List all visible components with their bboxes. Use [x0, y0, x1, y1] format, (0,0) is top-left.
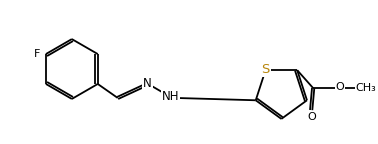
Text: F: F — [34, 49, 40, 59]
Text: CH₃: CH₃ — [356, 83, 376, 93]
Text: S: S — [261, 63, 270, 76]
Text: NH: NH — [162, 90, 179, 103]
Text: O: O — [336, 82, 344, 92]
Text: O: O — [308, 112, 316, 122]
Text: N: N — [143, 77, 152, 90]
